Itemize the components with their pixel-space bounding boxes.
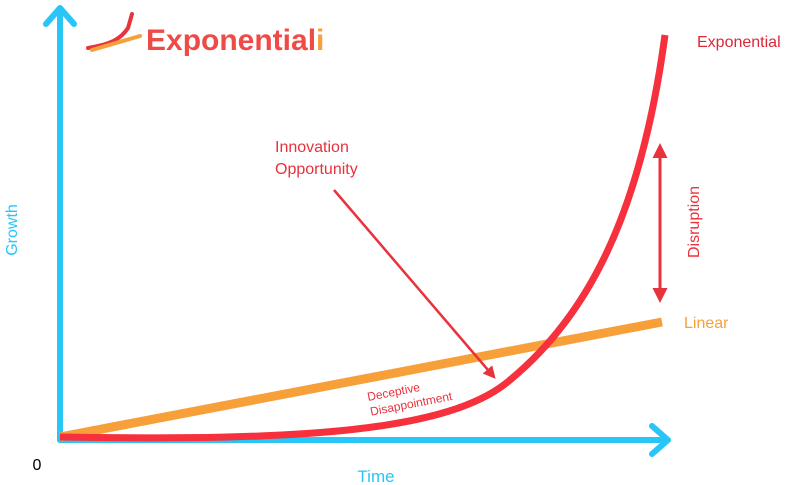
innovation-label: Innovation Opportunity	[275, 139, 358, 178]
logo-icon	[86, 12, 134, 50]
innovation-line: Innovation	[275, 139, 349, 156]
y-axis	[43, 5, 77, 443]
x-axis-label: Time	[357, 467, 394, 485]
exponential-curve	[59, 34, 669, 442]
logo: Exponentiali	[86, 12, 324, 57]
innovation-arrow	[333, 189, 496, 379]
linear-line	[59, 317, 663, 442]
linear-label: Linear	[684, 315, 729, 332]
origin-label: 0	[33, 457, 42, 474]
axes	[43, 5, 671, 457]
logo-accent: i	[316, 24, 324, 57]
innovation-line: Opportunity	[275, 161, 358, 178]
y-axis-label: Growth	[4, 204, 21, 256]
disruption-label: Disruption	[686, 186, 703, 258]
logo-icon	[90, 34, 142, 52]
exponential-label: Exponential	[697, 34, 781, 51]
logo-text: Exponentiali	[146, 24, 324, 57]
logo-main: Exponential	[146, 24, 316, 57]
